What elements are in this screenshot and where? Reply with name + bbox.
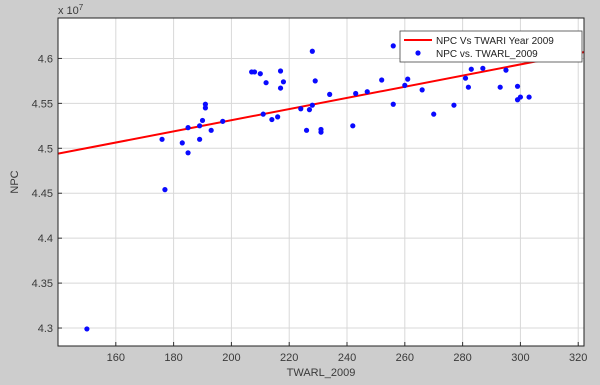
x-axis-label: TWARL_2009 — [287, 367, 356, 379]
x-tick-label: 260 — [396, 352, 414, 364]
legend-point-label: NPC vs. TWARL_2009 — [436, 49, 538, 60]
scatter-point — [298, 106, 304, 112]
x-tick-label: 240 — [338, 352, 356, 364]
scatter-point — [517, 94, 524, 100]
scatter-point — [179, 140, 185, 146]
fit-line — [58, 51, 584, 155]
scatter-point — [402, 82, 408, 88]
y-tick-label: 4.4 — [38, 233, 53, 245]
scatter-point — [263, 80, 269, 86]
x-tick-label: 200 — [222, 352, 240, 364]
scatter-point — [405, 76, 411, 82]
x-tick-label: 280 — [453, 352, 471, 364]
x-tick-label: 180 — [164, 352, 182, 364]
scatter-point — [162, 187, 168, 193]
y-tick-label: 4.3 — [38, 323, 53, 335]
scatter-point — [480, 65, 486, 71]
scatter-point — [199, 117, 206, 124]
scatter-point — [309, 48, 315, 54]
scatter-point — [185, 150, 191, 156]
scatter-point — [419, 87, 425, 93]
scatter-point — [202, 105, 208, 111]
scatter-point — [275, 114, 281, 120]
scatter-point — [503, 67, 509, 73]
scatter-point — [462, 75, 469, 81]
y-tick-label: 4.5 — [38, 143, 53, 155]
scatter-point — [277, 68, 284, 74]
scatter-point — [185, 125, 191, 131]
y-axis-label: NPC — [9, 170, 21, 193]
x-tick-label: 300 — [511, 352, 529, 364]
scatter-point — [465, 84, 471, 90]
plot-frame — [57, 17, 585, 347]
scatter-point — [269, 116, 275, 123]
scatter-point — [84, 326, 90, 332]
scatter-point — [220, 118, 226, 124]
y-exponent-label: x 107 — [58, 3, 84, 17]
scatter-point — [327, 91, 333, 97]
scatter-point — [451, 102, 457, 108]
scatter-point — [318, 126, 324, 133]
y-tick-label: 4.55 — [32, 98, 53, 110]
scatter-point — [251, 69, 258, 75]
scatter-point — [257, 71, 263, 77]
scatter-point — [260, 111, 266, 117]
scatter-points-layer — [84, 43, 532, 332]
scatter-point — [497, 84, 503, 90]
scatter-point — [379, 77, 385, 83]
scatter-point — [202, 101, 208, 107]
scatter-point — [277, 85, 284, 91]
legend-line-label: NPC Vs TWARI Year 2009 — [436, 36, 554, 47]
scatter-point — [526, 94, 532, 100]
scatter-point — [353, 90, 359, 97]
x-tick-labels: 160 180 200 220 240 260 280 300 320 — [107, 352, 588, 364]
y-tick-label: 4.35 — [32, 278, 53, 290]
y-tick-label: 4.45 — [32, 188, 53, 200]
scatter-point — [431, 111, 437, 117]
y-tick-label: 4.6 — [38, 53, 53, 65]
grid-lines — [58, 18, 584, 346]
scatter-point — [280, 79, 287, 85]
plot-area — [57, 17, 585, 347]
legend-box — [399, 30, 583, 63]
scatter-point — [208, 127, 214, 133]
scatter-point — [364, 89, 370, 95]
scatter-point — [306, 107, 313, 113]
scatter-point — [197, 136, 203, 142]
scatter-point — [312, 78, 318, 84]
legend-point-swatch — [415, 50, 421, 56]
scatter-point — [514, 83, 521, 89]
scatter-point — [309, 102, 315, 108]
scatter-point — [390, 101, 396, 107]
legend: NPC Vs TWARI Year 2009 NPC vs. TWARL_200… — [399, 30, 583, 63]
fit-line-layer — [58, 51, 584, 155]
scatter-point — [390, 43, 396, 49]
x-tick-label: 160 — [107, 352, 125, 364]
scatter-point — [159, 136, 165, 142]
x-tick-label: 320 — [569, 352, 587, 364]
scatter-point — [350, 123, 356, 129]
y-tick-labels: 4.3 4.35 4.4 4.45 4.5 4.55 4.6 — [32, 53, 53, 335]
scatter-point — [197, 123, 203, 129]
scatter-point — [303, 127, 310, 133]
x-tick-label: 220 — [280, 352, 298, 364]
scatter-point — [468, 66, 474, 72]
